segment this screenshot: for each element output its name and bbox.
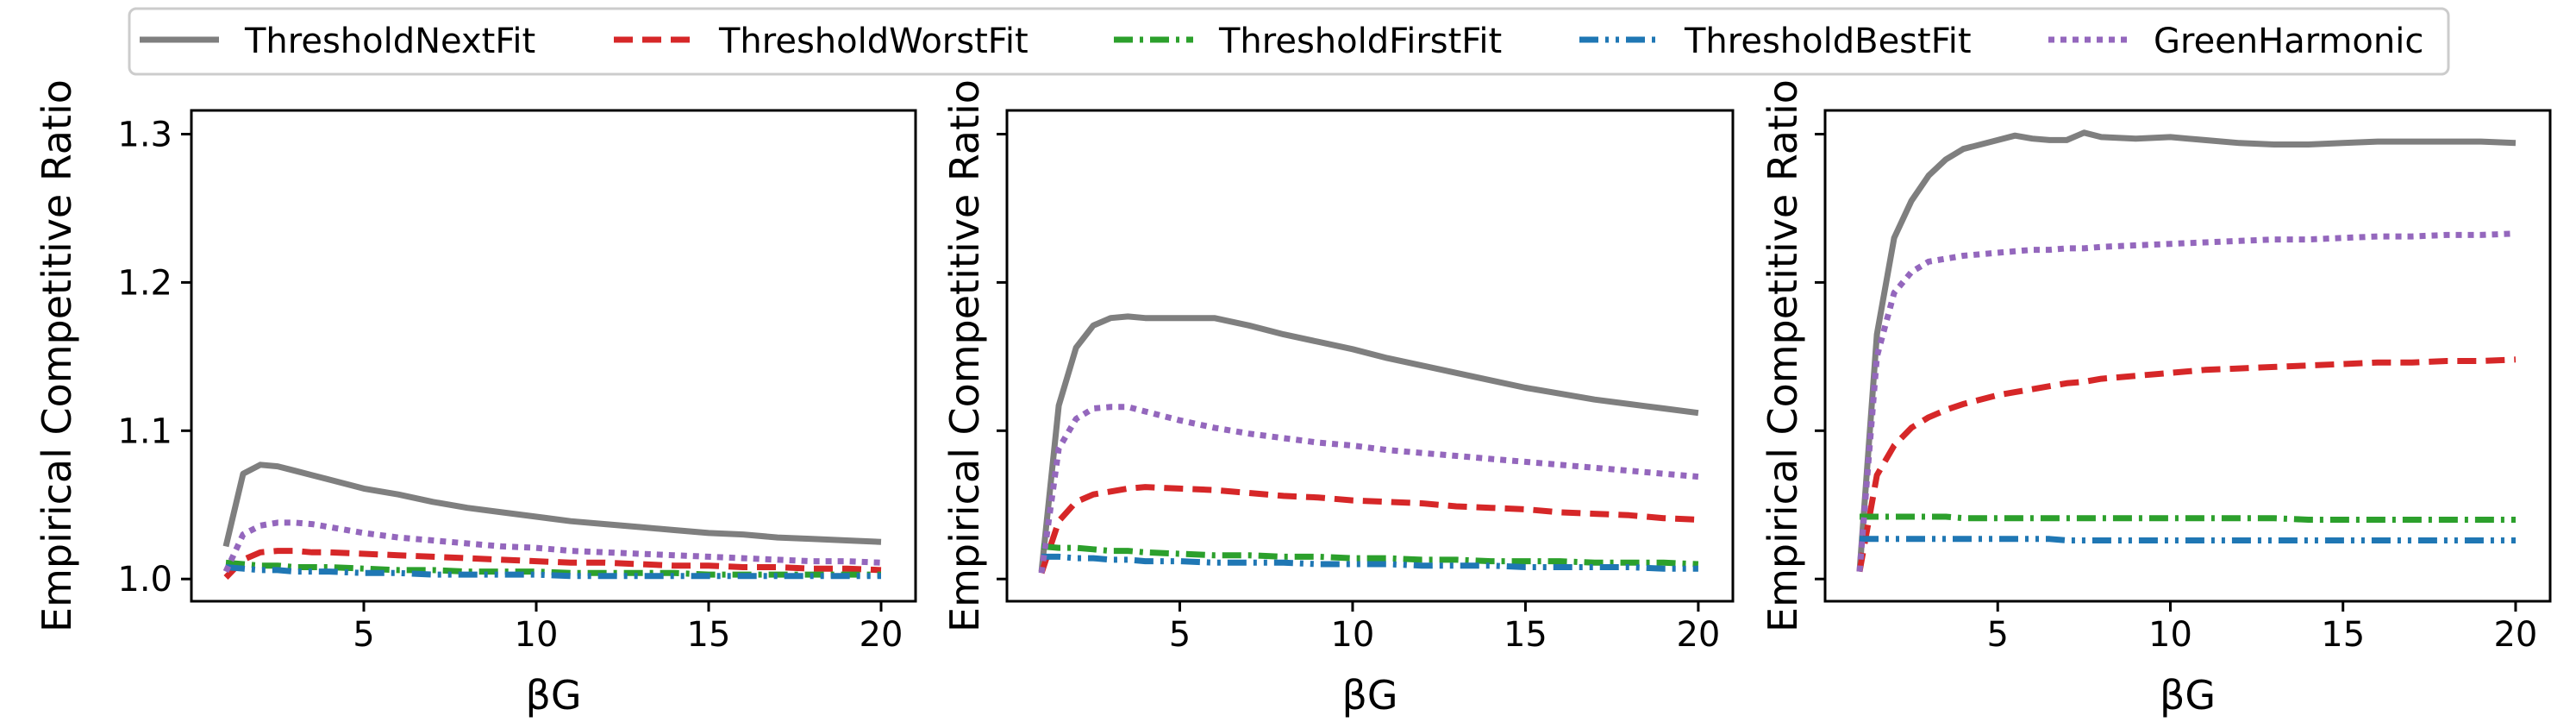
x-tick-label: 20 — [1676, 615, 1720, 655]
y-tick-label: 1.2 — [117, 263, 172, 303]
y-tick-label: 1.3 — [117, 116, 172, 155]
y-axis-label: Empirical Competitive Ratio — [34, 79, 80, 632]
y-tick-label: 1.1 — [117, 411, 172, 451]
axes-frame — [1005, 109, 1735, 603]
x-tick-label: 5 — [1169, 615, 1191, 655]
series-line-greenharmonic — [1856, 230, 2517, 572]
series-line-thresholdworstfit — [1856, 356, 2517, 573]
chart-panel-3: 5 10 15 20 βG Empirical Competitive Ratio — [1760, 79, 2552, 719]
legend-label-greenharmonic: GreenHarmonic — [2154, 22, 2423, 61]
x-tick-label: 20 — [860, 615, 903, 655]
y-tick-label: 1.0 — [117, 560, 172, 600]
x-axis-label: βG — [2160, 672, 2216, 719]
x-axis-label: βG — [525, 672, 581, 719]
series-line-thresholdbestfit — [1860, 536, 2516, 543]
x-tick-label: 15 — [687, 615, 731, 655]
series-line-thresholdworstfit — [1038, 484, 1699, 574]
legend-label-thresholdbestfit: ThresholdBestFit — [1684, 22, 1972, 61]
y-axis-label: Empirical Competitive Ratio — [941, 79, 988, 632]
series-line-thresholdfirstfit — [1860, 513, 2516, 523]
x-tick-label: 15 — [1504, 615, 1547, 655]
x-tick-label: 15 — [2321, 615, 2365, 655]
x-axis-label: βG — [1341, 672, 1397, 719]
axes-frame — [1823, 109, 2552, 603]
legend-label-thresholdfirstfit: ThresholdFirstFit — [1218, 22, 1502, 61]
series-line-thresholdfirstfit — [225, 559, 881, 578]
chart-panel-1: 5 10 15 20 1.0 1.1 1.2 1.3 βG Empirical Competiti… — [34, 79, 917, 719]
series-group — [222, 461, 882, 580]
legend-box — [128, 7, 2450, 76]
x-tick-label: 5 — [353, 615, 374, 655]
x-tick-label: 20 — [2493, 615, 2537, 655]
series-line-thresholdnextfit — [222, 461, 882, 548]
legend-label-thresholdworstfit: ThresholdWorstFit — [718, 22, 1029, 61]
x-tick-label: 10 — [515, 615, 559, 655]
series-group — [1038, 313, 1699, 574]
series-group — [1856, 129, 2517, 573]
series-line-thresholdnextfit — [1038, 313, 1699, 572]
series-line-thresholdfirstfit — [1041, 543, 1699, 568]
series-line-thresholdworstfit — [223, 548, 882, 580]
series-line-thresholdnextfit — [1856, 129, 2517, 572]
y-axis-label: Empirical Competitive Ratio — [1760, 79, 1806, 632]
x-tick-label: 10 — [1330, 615, 1374, 655]
series-line-greenharmonic — [222, 519, 882, 574]
series-line-thresholdbestfit — [1041, 553, 1698, 572]
series-line-thresholdbestfit — [225, 564, 881, 580]
x-tick-label: 5 — [1987, 615, 2009, 655]
chart-panel-2: 5 10 15 20 βG Empirical Competitive Ratio — [941, 79, 1735, 719]
x-tick-label: 10 — [2148, 615, 2192, 655]
legend-label-thresholdnextfit: ThresholdNextFit — [244, 22, 535, 61]
legend: ThresholdNextFit ThresholdWorstFit Thresho… — [128, 7, 2450, 76]
axes-frame — [190, 109, 917, 603]
